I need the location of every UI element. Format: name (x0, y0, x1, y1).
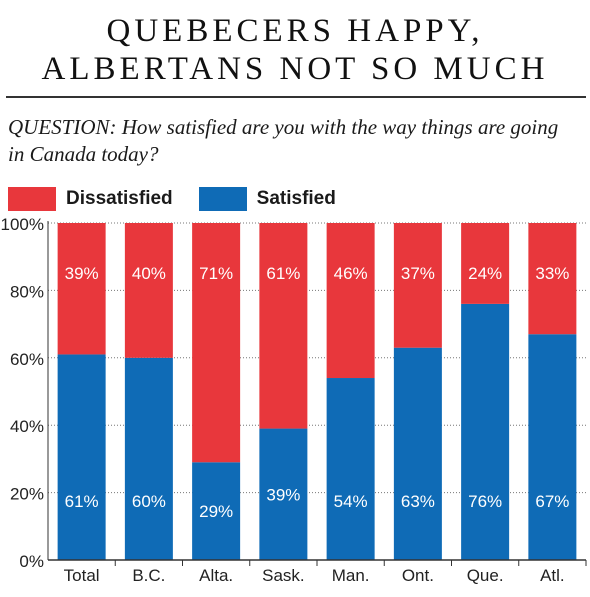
y-tick-label: 60% (10, 350, 44, 369)
bar-dissatisfied (124, 223, 173, 358)
data-label-dissatisfied: 37% (401, 264, 435, 283)
bar-satisfied (326, 378, 375, 560)
bar-satisfied (528, 334, 577, 560)
x-tick-label: Sask. (262, 566, 305, 585)
y-tick-label: 40% (10, 417, 44, 436)
x-tick-label: Total (64, 566, 100, 585)
bar-satisfied (124, 357, 173, 560)
data-label-satisfied: 76% (468, 492, 502, 511)
legend-swatch-satisfied (198, 187, 247, 211)
data-label-dissatisfied: 40% (132, 264, 166, 283)
y-tick-label: 100% (1, 215, 44, 234)
legend-label-dissatisfied: Dissatisfied (66, 188, 173, 209)
data-label-satisfied: 63% (401, 492, 435, 511)
bar-satisfied (192, 462, 241, 560)
title-line-1: QUEBECERS HAPPY, (106, 13, 484, 49)
data-label-satisfied: 29% (199, 502, 233, 521)
bar-satisfied (57, 354, 106, 560)
data-label-dissatisfied: 39% (65, 264, 99, 283)
bar-dissatisfied (528, 223, 577, 335)
bar-dissatisfied (57, 223, 106, 355)
data-label-dissatisfied: 33% (535, 264, 569, 283)
x-tick-label: Ont. (402, 566, 434, 585)
y-tick-label: 0% (19, 552, 44, 571)
x-tick-label: Alta. (199, 566, 233, 585)
legend: Dissatisfied Satisfied (8, 186, 362, 212)
y-tick-label: 80% (10, 282, 44, 301)
x-tick-label: Atl. (540, 566, 565, 585)
x-tick-label: Man. (332, 566, 370, 585)
title-divider (6, 96, 586, 98)
bar-dissatisfied (192, 223, 241, 463)
data-label-satisfied: 60% (132, 492, 166, 511)
bar-satisfied (393, 347, 442, 560)
legend-label-satisfied: Satisfied (256, 188, 336, 209)
data-label-satisfied: 54% (334, 492, 368, 511)
legend-item-satisfied: Satisfied (198, 187, 336, 211)
x-tick-label: Que. (467, 566, 504, 585)
legend-swatch-dissatisfied (8, 187, 56, 211)
bar-satisfied (259, 428, 308, 560)
data-label-dissatisfied: 71% (199, 264, 233, 283)
bar-dissatisfied (326, 223, 375, 379)
bar-dissatisfied (259, 223, 308, 429)
chart-title: QUEBECERS HAPPY, ALBERTANS NOT SO MUCH (0, 12, 590, 88)
bar-dissatisfied (393, 223, 442, 348)
data-label-satisfied: 39% (266, 485, 300, 504)
x-tick-label: B.C. (132, 566, 165, 585)
data-label-dissatisfied: 24% (468, 264, 502, 283)
data-label-satisfied: 67% (535, 492, 569, 511)
y-tick-label: 20% (10, 485, 44, 504)
bar-dissatisfied (461, 223, 510, 304)
legend-item-dissatisfied: Dissatisfied (8, 187, 173, 211)
data-label-dissatisfied: 61% (266, 264, 300, 283)
data-label-dissatisfied: 46% (334, 264, 368, 283)
question-text: QUESTION: How satisfied are you with the… (8, 115, 559, 166)
title-line-2: ALBERTANS NOT SO MUCH (41, 51, 549, 87)
bar-satisfied (461, 303, 510, 560)
data-label-satisfied: 61% (65, 492, 99, 511)
stacked-bar-chart: 0% 20% 40% 60% 80% 100% 39% 61% Total 40% 60% B.C. 7… (1, 215, 587, 585)
